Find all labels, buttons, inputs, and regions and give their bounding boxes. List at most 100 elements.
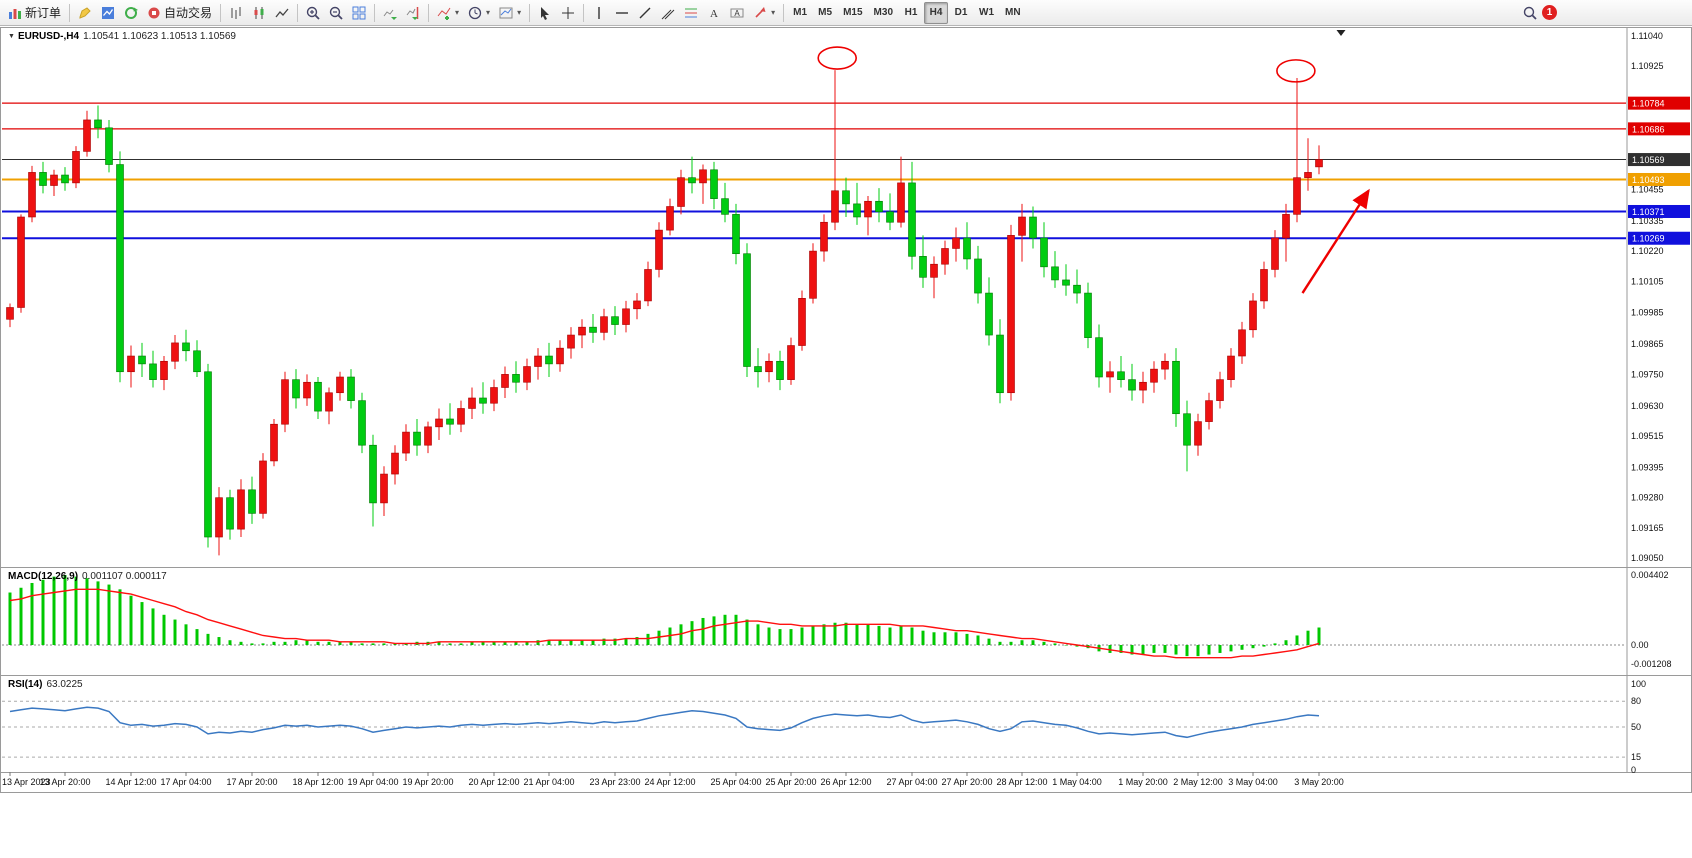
zoom-in-icon [306, 6, 320, 20]
text-button[interactable]: A [703, 2, 725, 24]
metaeditor-button[interactable] [74, 2, 96, 24]
timeframe-h4-button[interactable]: H4 [924, 1, 948, 24]
time-label: 1 May 04:00 [1052, 777, 1102, 787]
text-label-icon: A [730, 8, 744, 18]
macd-bar [613, 638, 617, 645]
equidistant-channel-button[interactable] [657, 2, 679, 24]
macd-bar [910, 627, 914, 645]
chart-collapse-icon[interactable]: ▼ [8, 33, 15, 40]
macd-bar [437, 641, 441, 645]
arrows-button[interactable]: ▾ [749, 2, 779, 24]
macd-bar [1196, 645, 1200, 657]
macd-bar [1218, 645, 1222, 653]
macd-bar [624, 638, 628, 645]
text-label-button[interactable]: A [726, 2, 748, 24]
macd-bar [789, 629, 793, 645]
auto-trading-button[interactable]: 自动交易 [143, 2, 216, 24]
macd-bar [1108, 645, 1112, 653]
timeframe-m1-button[interactable]: M1 [788, 2, 812, 24]
macd-bar [228, 640, 232, 645]
macd-axis-label: -0.001208 [1631, 659, 1672, 669]
timeframe-m5-button[interactable]: M5 [813, 2, 837, 24]
timeframe-mn-button[interactable]: MN [1000, 2, 1026, 24]
macd-bar [250, 643, 254, 645]
macd-bar [602, 638, 606, 645]
time-label: 2 May 12:00 [1173, 777, 1223, 787]
candle-body [336, 376, 344, 394]
macd-bar [987, 638, 991, 645]
timeframe-w1-button[interactable]: W1 [974, 2, 999, 24]
macd-bar [855, 624, 859, 645]
time-label: 27 Apr 04:00 [886, 777, 937, 787]
macd-bar [547, 640, 551, 645]
zoom-in-button[interactable] [302, 2, 324, 24]
chart-shift-button[interactable] [402, 2, 424, 24]
cursor-button[interactable] [534, 2, 556, 24]
macd-bar [129, 595, 133, 645]
candlestick-chart-type-icon [254, 6, 264, 19]
candle-body [886, 211, 894, 223]
timeframe-m15-button[interactable]: M15 [838, 2, 867, 24]
notification-badge[interactable]: 1 [1542, 5, 1557, 20]
annotation-circle[interactable] [1276, 59, 1316, 83]
time-label: 18 Apr 12:00 [292, 777, 343, 787]
macd-bar [261, 643, 265, 645]
candle-body [1282, 214, 1290, 239]
new-order-button[interactable]: 新订单 [4, 2, 65, 24]
macd-bar [580, 640, 584, 645]
indicators-button[interactable]: ▾ [433, 2, 463, 24]
templates-button[interactable]: ▾ [495, 2, 525, 24]
periods-button[interactable]: ▾ [464, 2, 494, 24]
macd-bar [206, 633, 210, 645]
macd-bar [1185, 645, 1189, 657]
chart-canvas[interactable]: 1.11040 1.10925 1.10455 1.10335 1.10220 1.101… [0, 26, 1692, 858]
macd-bar [866, 624, 870, 645]
line-chart-type-button[interactable] [271, 2, 293, 24]
fibonacci-button[interactable] [680, 2, 702, 24]
macd-bar [965, 633, 969, 645]
macd-axis-label: 0.004402 [1631, 570, 1669, 580]
candle-body [270, 423, 278, 462]
candle-body [875, 200, 883, 213]
annotation-arrow[interactable] [1301, 188, 1370, 294]
candle-body [842, 190, 850, 205]
auto-scroll-button[interactable] [379, 2, 401, 24]
toolbar-separator [783, 3, 785, 22]
zoom-out-button[interactable] [325, 2, 347, 24]
timeframe-m30-button[interactable]: M30 [869, 2, 898, 24]
rsi-axis-label: 50 [1631, 722, 1641, 732]
bar-chart-type-button[interactable] [225, 2, 247, 24]
trendline-button[interactable] [634, 2, 656, 24]
macd-bar [503, 641, 507, 645]
crosshair-button[interactable] [557, 2, 579, 24]
horizontal-line-button[interactable] [611, 2, 633, 24]
trendline-icon [639, 7, 651, 18]
candle-body [1040, 237, 1048, 268]
timeframe-h1-button[interactable]: H1 [899, 2, 923, 24]
fibonacci-icon [685, 8, 698, 17]
macd-bar [756, 624, 760, 645]
chart-window: 1.11040 1.10925 1.10455 1.10335 1.10220 1.101… [0, 26, 1692, 858]
macd-bar [283, 641, 287, 645]
timeframe-d1-button[interactable]: D1 [949, 2, 973, 24]
price-axis-label: 1.10455 [1631, 184, 1664, 194]
search-button[interactable] [1519, 2, 1541, 24]
macd-bar [646, 633, 650, 645]
candle-body [1095, 337, 1103, 378]
tile-windows-button[interactable] [348, 2, 370, 24]
text-icon: A [710, 8, 718, 20]
candlestick-chart-type-button[interactable] [248, 2, 270, 24]
macd-bar [217, 637, 221, 645]
candle-body [358, 400, 366, 446]
candle-body [1172, 360, 1180, 415]
chart-shift-icon [406, 6, 419, 20]
zoom-out-icon [329, 6, 343, 20]
annotation-circle[interactable] [817, 46, 858, 70]
price-axis-label: 1.09750 [1631, 369, 1664, 379]
candle-body [116, 164, 124, 373]
macd-bar [635, 637, 639, 645]
new-chart-button[interactable] [97, 2, 119, 24]
vertical-line-button[interactable] [588, 2, 610, 24]
macd-bar [30, 582, 34, 645]
refresh-button[interactable] [120, 2, 142, 24]
